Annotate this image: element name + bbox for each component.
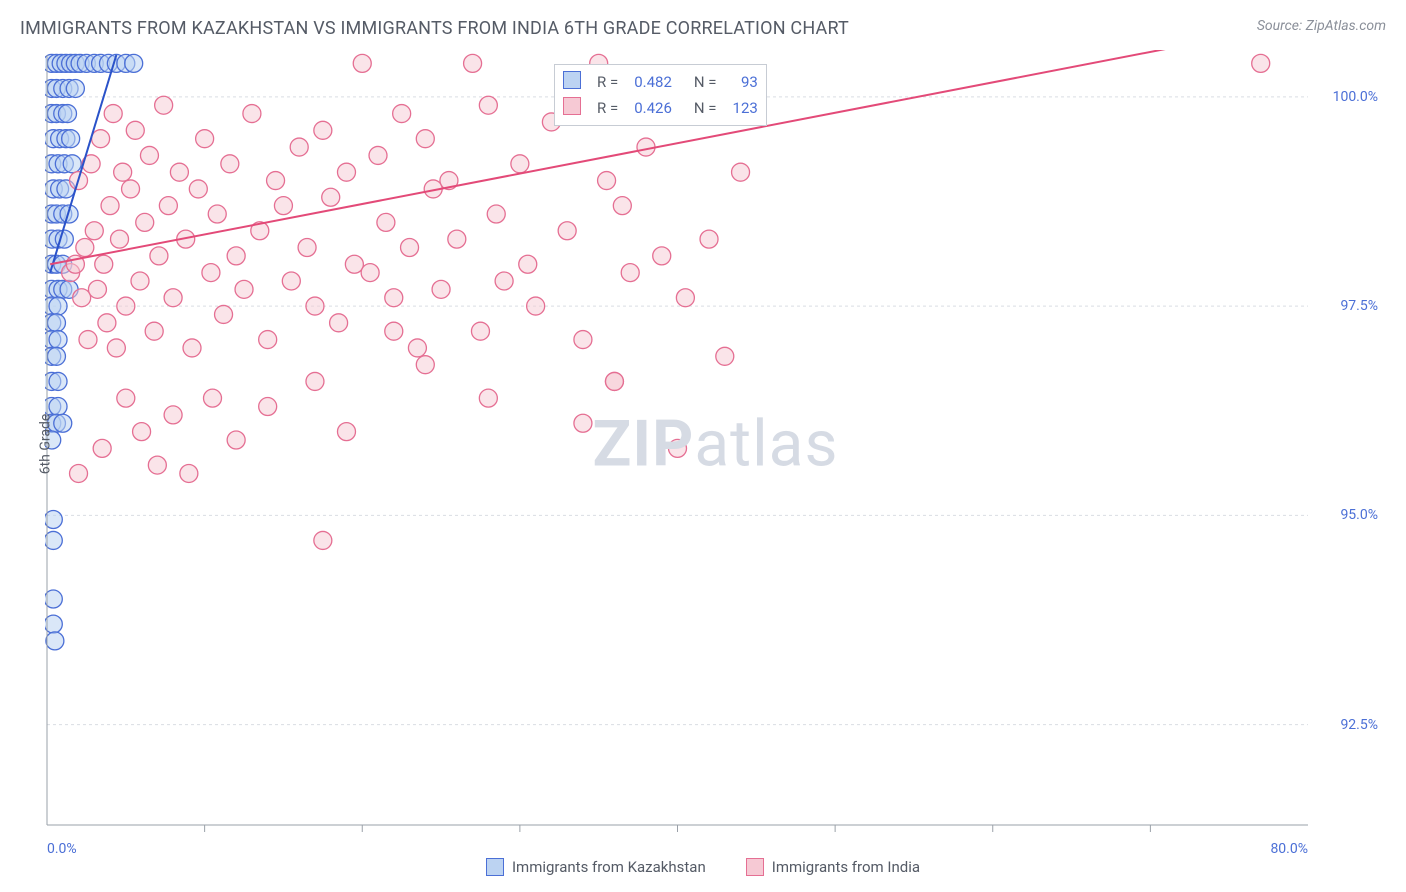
y-tick-label: 95.0% <box>1340 507 1378 523</box>
y-axis-label: 6th Grade <box>37 413 53 474</box>
stats-N-label: N = <box>680 95 725 121</box>
legend-swatch <box>746 858 764 876</box>
legend-item: Immigrants from India <box>746 858 920 876</box>
chart-title: IMMIGRANTS FROM KAZAKHSTAN VS IMMIGRANTS… <box>20 18 849 39</box>
y-tick-label: 97.5% <box>1340 298 1378 314</box>
x-axis-tick-labels: 0.0% 80.0% <box>45 841 1386 859</box>
x-tick-label: 80.0% <box>1270 841 1308 857</box>
stats-N-value: 123 <box>725 95 766 121</box>
stats-R-value: 0.482 <box>626 69 680 95</box>
legend-item: Immigrants from Kazakhstan <box>486 858 706 876</box>
y-tick-label: 92.5% <box>1340 717 1378 733</box>
stats-N-value: 93 <box>725 69 766 95</box>
stats-R-value: 0.426 <box>626 95 680 121</box>
stats-row: R =0.426N =123 <box>555 95 766 121</box>
stats-table: R =0.482N =93R =0.426N =123 <box>555 69 766 121</box>
scatter-plot-svg <box>45 50 1386 837</box>
stats-legend-box: R =0.482N =93R =0.426N =123 <box>554 64 767 126</box>
stats-row: R =0.482N =93 <box>555 69 766 95</box>
stats-swatch <box>563 97 581 115</box>
stats-swatch <box>563 71 581 89</box>
legend-swatch <box>486 858 504 876</box>
x-tick-label: 0.0% <box>47 841 77 857</box>
stats-N-label: N = <box>680 69 725 95</box>
stats-R-label: R = <box>589 95 626 121</box>
bottom-legend: Immigrants from Kazakhstan Immigrants fro… <box>0 858 1406 876</box>
legend-label: Immigrants from Kazakhstan <box>512 858 706 876</box>
legend-label: Immigrants from India <box>772 858 920 876</box>
y-tick-label: 100.0% <box>1333 89 1378 105</box>
plot-area: 6th Grade ZIPatlas <box>45 50 1386 837</box>
stats-R-label: R = <box>589 69 626 95</box>
source-attribution: Source: ZipAtlas.com <box>1257 18 1386 34</box>
